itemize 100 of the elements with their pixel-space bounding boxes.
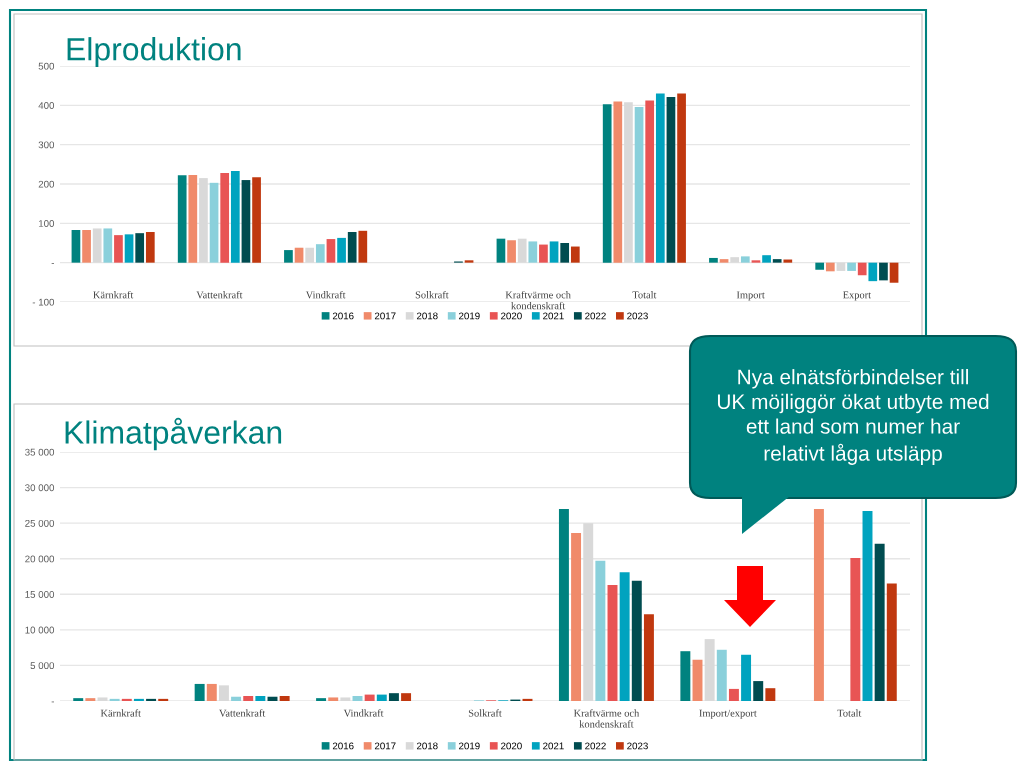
bar: [220, 172, 230, 263]
x-tick-label: Export: [843, 291, 871, 301]
bar: [388, 693, 399, 701]
x-tick-label: Totalt: [837, 709, 862, 717]
bar: [206, 683, 217, 701]
bar: [401, 693, 412, 701]
bar: [517, 238, 527, 263]
legend-label: 2017: [374, 742, 396, 750]
bar: [133, 698, 144, 701]
bar: [631, 580, 642, 701]
bar: [158, 698, 169, 701]
bar: [730, 257, 740, 263]
bar: [680, 651, 691, 701]
bar: [347, 231, 357, 263]
bar: [850, 558, 861, 701]
x-tick-label: Import/export: [699, 709, 757, 719]
legend-label: 2023: [627, 742, 648, 750]
bar: [595, 560, 606, 701]
legend-label: 2021: [543, 742, 564, 750]
bar: [868, 262, 878, 282]
legend-label: 2020: [501, 742, 522, 750]
chart-title: Elproduktion: [67, 37, 241, 67]
bar: [677, 93, 686, 263]
bar: [886, 583, 897, 701]
bar: [326, 239, 336, 263]
legend-label: 2020: [501, 312, 522, 320]
bar: [751, 260, 761, 263]
bar: [241, 180, 251, 263]
y-tick-label: 300: [38, 141, 55, 149]
bar: [655, 93, 665, 263]
x-tick-label: Vattenkraft: [196, 290, 243, 299]
bar: [507, 240, 516, 263]
y-tick-label: 10 000: [25, 626, 55, 634]
bar: [243, 696, 254, 701]
annotation: Nya elnätsförbindelser till UK möjliggör ökat utbyte med ett land som numer har relativt låga utsläpp: [717, 369, 989, 465]
bar: [539, 244, 548, 263]
bar: [188, 174, 198, 263]
bar: [231, 696, 242, 701]
bar: [741, 654, 752, 701]
bar: [294, 247, 304, 263]
x-tick-label: Totalt: [632, 291, 657, 299]
bar: [97, 697, 108, 701]
bar: [613, 101, 623, 263]
legend-label: 2019: [459, 742, 480, 750]
bar: [284, 250, 293, 263]
y-tick-label: 5 000: [30, 662, 55, 670]
bar: [337, 237, 346, 263]
y-tick-label: 20 000: [25, 555, 55, 563]
bar: [889, 262, 899, 283]
legend-label: 2021: [543, 312, 564, 320]
bar: [571, 533, 582, 701]
bar: [874, 543, 885, 701]
bar: [815, 262, 825, 270]
legend-label: 2022: [585, 742, 606, 750]
bar: [73, 698, 84, 701]
bar: [692, 659, 703, 701]
bar: [194, 683, 205, 701]
x-tick-label: Vindkraft: [305, 290, 346, 299]
bar: [765, 688, 776, 701]
bar: [645, 100, 655, 263]
bar: [643, 614, 654, 701]
legend-label: 2019: [459, 312, 480, 320]
y-tick-label: 400: [38, 102, 55, 109]
bar: [619, 572, 630, 701]
bar: [358, 230, 368, 263]
bar: [719, 259, 729, 263]
bar: [85, 698, 96, 701]
bar: [255, 696, 266, 701]
bar: [783, 259, 793, 263]
bar: [753, 681, 764, 701]
y-tick-label: 200: [38, 180, 55, 188]
legend-label: 2018: [416, 742, 438, 750]
bar: [560, 243, 570, 263]
x-tick-label: Vattenkraft: [219, 709, 266, 717]
bar: [607, 585, 618, 701]
bar: [570, 246, 580, 263]
y-tick-label: 35 000: [25, 448, 55, 456]
bar: [209, 182, 219, 263]
x-tick-label: Kärnkraft: [100, 709, 141, 717]
bar: [740, 256, 750, 263]
bar: [666, 97, 676, 263]
bar: [279, 696, 290, 701]
bar: [82, 230, 91, 263]
bar: [825, 262, 835, 272]
bar: [135, 233, 145, 263]
bar: [772, 259, 782, 263]
y-tick-label: 30 000: [25, 484, 55, 492]
bar: [879, 262, 888, 281]
bar: [218, 685, 229, 701]
bar: [762, 255, 771, 263]
bar: [103, 228, 113, 263]
bar: [177, 175, 187, 263]
bar: [71, 230, 81, 263]
bar: [328, 697, 339, 701]
bar: [364, 694, 375, 701]
x-tick-label: Solkraft: [415, 290, 449, 299]
x-tick-label: Kärnkraft: [93, 290, 134, 299]
y-tick-label: - 100: [32, 298, 55, 306]
bar: [728, 688, 739, 701]
bar: [145, 231, 155, 263]
